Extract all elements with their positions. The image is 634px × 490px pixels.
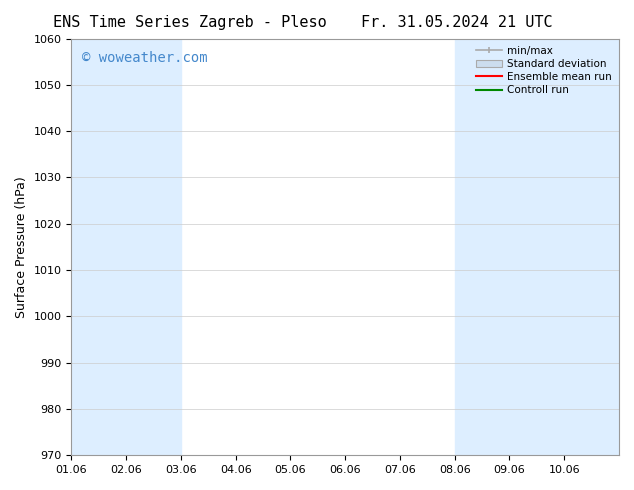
Y-axis label: Surface Pressure (hPa): Surface Pressure (hPa) [15,176,28,318]
Bar [510,39,564,455]
Text: Fr. 31.05.2024 21 UTC: Fr. 31.05.2024 21 UTC [361,15,552,30]
Text: ENS Time Series Zagreb - Pleso: ENS Time Series Zagreb - Pleso [53,15,327,30]
Text: © woweather.com: © woweather.com [82,51,208,65]
Bar [72,39,126,455]
Legend: min/max, Standard deviation, Ensemble mean run, Controll run: min/max, Standard deviation, Ensemble me… [472,42,616,99]
Bar [126,39,181,455]
Bar [564,39,619,455]
Bar [455,39,510,455]
